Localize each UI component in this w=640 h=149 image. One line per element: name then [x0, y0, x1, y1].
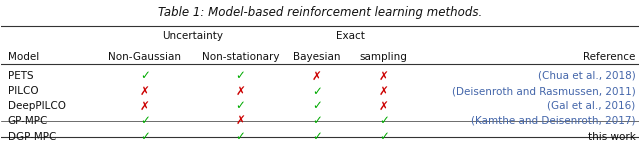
Text: ✓: ✓ — [312, 85, 322, 98]
Text: ✗: ✗ — [379, 69, 388, 82]
Text: ✗: ✗ — [140, 99, 150, 112]
Text: Reference: Reference — [583, 52, 636, 62]
Text: Non-stationary: Non-stationary — [202, 52, 279, 62]
Text: Model: Model — [8, 52, 39, 62]
Text: ✗: ✗ — [236, 114, 245, 127]
Text: ✓: ✓ — [236, 130, 245, 143]
Text: (Deisenroth and Rasmussen, 2011): (Deisenroth and Rasmussen, 2011) — [452, 86, 636, 96]
Text: (Gal et al., 2016): (Gal et al., 2016) — [547, 101, 636, 111]
Text: ✓: ✓ — [140, 114, 150, 127]
Text: ✗: ✗ — [379, 85, 388, 98]
Text: (Chua et al., 2018): (Chua et al., 2018) — [538, 71, 636, 81]
Text: Non-Gaussian: Non-Gaussian — [108, 52, 181, 62]
Text: ✗: ✗ — [140, 85, 150, 98]
Text: DeepPILCO: DeepPILCO — [8, 101, 66, 111]
Text: ✓: ✓ — [312, 130, 322, 143]
Text: Exact: Exact — [336, 31, 365, 41]
Text: ✓: ✓ — [379, 114, 388, 127]
Text: Bayesian: Bayesian — [293, 52, 340, 62]
Text: ✓: ✓ — [236, 69, 245, 82]
Text: ✓: ✓ — [312, 99, 322, 112]
Text: GP-MPC: GP-MPC — [8, 116, 48, 126]
Text: sampling: sampling — [360, 52, 408, 62]
Text: Uncertainty: Uncertainty — [162, 31, 223, 41]
Text: ✓: ✓ — [379, 130, 388, 143]
Text: ✗: ✗ — [379, 99, 388, 112]
Text: (Kamthe and Deisenroth, 2017): (Kamthe and Deisenroth, 2017) — [471, 116, 636, 126]
Text: PETS: PETS — [8, 71, 33, 81]
Text: ✗: ✗ — [312, 69, 322, 82]
Text: this work: this work — [588, 132, 636, 142]
Text: ✓: ✓ — [140, 69, 150, 82]
Text: ✓: ✓ — [312, 114, 322, 127]
Text: DGP-MPC: DGP-MPC — [8, 132, 56, 142]
Text: PILCO: PILCO — [8, 86, 38, 96]
Text: ✗: ✗ — [236, 85, 245, 98]
Text: ✓: ✓ — [140, 130, 150, 143]
Text: ✓: ✓ — [236, 99, 245, 112]
Text: Table 1: Model-based reinforcement learning methods.: Table 1: Model-based reinforcement learn… — [158, 6, 482, 19]
